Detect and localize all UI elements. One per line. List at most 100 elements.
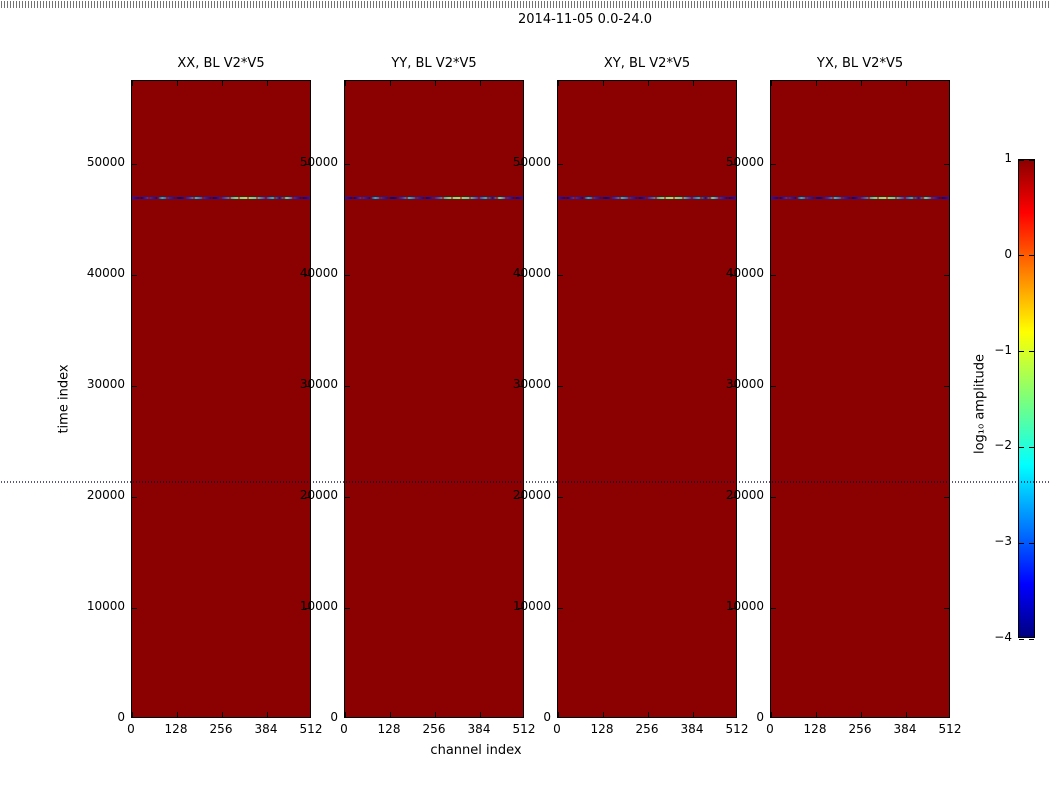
heatmap-plot-area-xx <box>131 80 311 718</box>
x-tick-mark <box>221 712 223 717</box>
colorbar-tick-mark <box>1019 159 1024 161</box>
x-tick-label: 384 <box>467 722 491 736</box>
y-tick-mark <box>944 607 949 609</box>
x-tick-label: 0 <box>766 722 774 736</box>
y-tick-label: 50000 <box>86 155 125 170</box>
x-tick-label: 384 <box>254 722 278 736</box>
panel-title-xx: XX, BL V2*V5 <box>177 56 265 71</box>
y-tick-label: 10000 <box>512 599 551 614</box>
x-tick-label: 256 <box>209 722 233 736</box>
colorbar-tick-mark <box>1029 542 1034 544</box>
colorbar-tick-mark <box>1029 446 1034 448</box>
x-tick-mark <box>479 81 481 86</box>
x-tick-label: 128 <box>377 722 401 736</box>
y-tick-mark <box>771 607 776 609</box>
x-tick-mark <box>132 81 133 86</box>
y-tick-mark <box>345 607 350 609</box>
y-tick-mark <box>132 274 137 276</box>
y-tick-mark <box>132 385 137 387</box>
x-tick-mark <box>132 712 133 717</box>
x-tick-label: 512 <box>299 722 323 736</box>
y-tick-mark <box>132 496 137 498</box>
y-tick-mark <box>731 607 736 609</box>
colorbar-tick-mark <box>1019 542 1024 544</box>
x-tick-label: 128 <box>803 722 827 736</box>
x-tick-mark <box>860 712 862 717</box>
y-tick-label: 0 <box>330 710 338 724</box>
x-tick-mark <box>860 81 862 86</box>
x-tick-label: 0 <box>127 722 135 736</box>
colorbar-gradient <box>1018 159 1035 640</box>
y-tick-mark <box>305 607 310 609</box>
y-tick-mark <box>518 274 523 276</box>
y-axis-label: time index <box>56 364 72 434</box>
y-tick-label: 40000 <box>512 266 551 281</box>
panel-title-xy: XY, BL V2*V5 <box>603 56 691 71</box>
y-tick-label: 20000 <box>86 488 125 503</box>
y-tick-mark <box>305 385 310 387</box>
x-tick-mark <box>266 712 268 717</box>
x-axis-label: channel index <box>430 743 522 758</box>
y-tick-mark <box>944 163 949 165</box>
y-tick-label: 30000 <box>299 377 338 392</box>
y-tick-label: 30000 <box>86 377 125 392</box>
colorbar-tick-mark <box>1029 159 1034 161</box>
y-tick-mark <box>771 163 776 165</box>
y-tick-label: 10000 <box>725 599 764 614</box>
y-tick-mark <box>771 496 776 498</box>
x-tick-mark <box>345 81 346 86</box>
y-tick-mark <box>305 163 310 165</box>
y-tick-mark <box>305 274 310 276</box>
y-tick-label: 10000 <box>86 599 125 614</box>
y-tick-mark <box>132 163 137 165</box>
y-tick-label: 20000 <box>725 488 764 503</box>
rfi-stripe <box>132 196 310 199</box>
colorbar-top-hatch <box>1 1 1049 8</box>
y-tick-label: 0 <box>543 710 551 724</box>
colorbar-tick-label: −1 <box>994 342 1012 357</box>
heatmap-panel-yy: YY, BL V2*V5 0 128 256 384 512 0 10000 20000 300… <box>300 56 536 736</box>
x-tick-mark <box>479 712 481 717</box>
colorbar-tick-mark <box>1019 255 1024 257</box>
colorbar <box>1018 159 1035 640</box>
x-tick-mark <box>815 712 817 717</box>
colorbar-tick-mark <box>1029 351 1034 353</box>
panel-title-yx: YX, BL V2*V5 <box>816 56 904 71</box>
y-tick-mark <box>132 607 137 609</box>
y-tick-label: 10000 <box>299 599 338 614</box>
y-tick-mark <box>944 385 949 387</box>
y-tick-label: 50000 <box>725 155 764 170</box>
panel-title-yy: YY, BL V2*V5 <box>391 56 477 71</box>
x-tick-mark <box>558 81 559 86</box>
x-tick-label: 384 <box>680 722 704 736</box>
y-tick-label: 20000 <box>512 488 551 503</box>
figure-title: 2014-11-05 0.0-24.0 <box>518 12 652 27</box>
x-tick-mark <box>345 712 346 717</box>
y-tick-mark <box>518 607 523 609</box>
y-tick-mark <box>731 274 736 276</box>
heatmap-plot-area-yx <box>770 80 950 718</box>
x-tick-mark <box>602 81 604 86</box>
y-tick-mark <box>771 274 776 276</box>
y-tick-label: 30000 <box>725 377 764 392</box>
x-tick-label: 256 <box>635 722 659 736</box>
x-tick-mark <box>771 712 772 717</box>
x-tick-label: 128 <box>164 722 188 736</box>
x-tick-mark <box>647 712 649 717</box>
x-tick-label: 256 <box>422 722 446 736</box>
y-tick-mark <box>558 163 563 165</box>
y-tick-mark <box>345 274 350 276</box>
y-tick-label: 0 <box>117 710 125 724</box>
y-tick-mark <box>731 163 736 165</box>
x-tick-mark <box>905 712 907 717</box>
rfi-stripe <box>345 196 523 199</box>
y-tick-label: 20000 <box>299 488 338 503</box>
x-tick-mark <box>771 81 772 86</box>
y-tick-label: 0 <box>756 710 764 724</box>
x-tick-label: 512 <box>725 722 749 736</box>
colorbar-tick-label: 1 <box>1004 151 1012 165</box>
y-tick-label: 40000 <box>299 266 338 281</box>
x-tick-mark <box>389 81 391 86</box>
x-tick-label: 128 <box>590 722 614 736</box>
